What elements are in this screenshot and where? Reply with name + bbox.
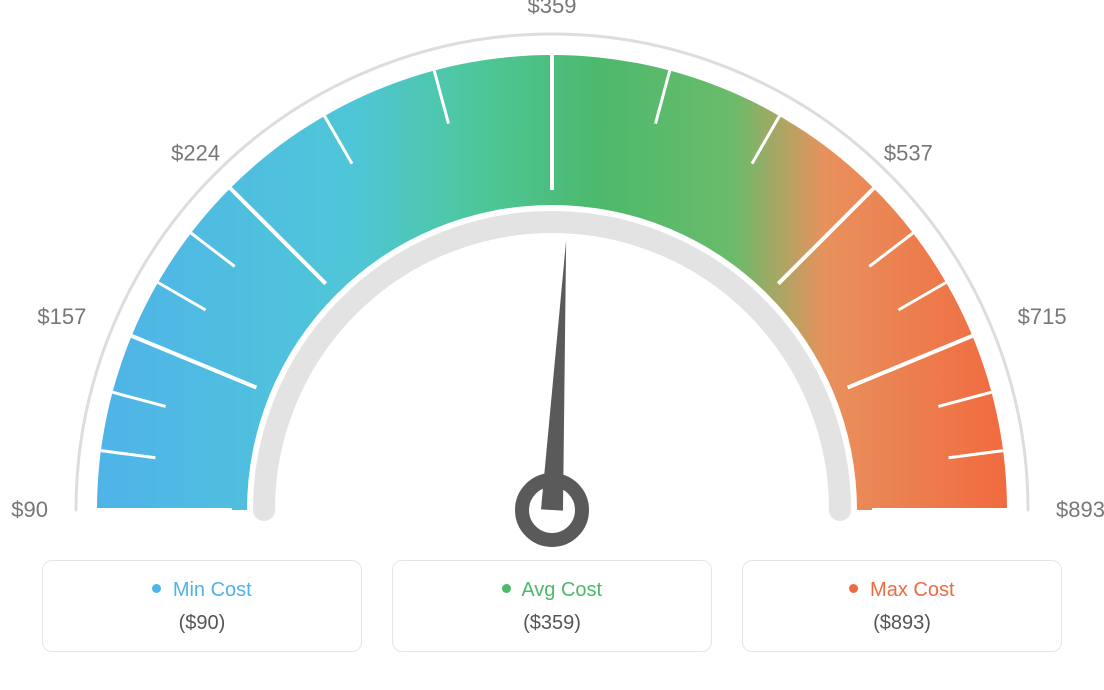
svg-text:$157: $157 bbox=[37, 304, 86, 329]
svg-text:$90: $90 bbox=[11, 497, 48, 522]
svg-text:$893: $893 bbox=[1056, 497, 1104, 522]
gauge-chart: $90 $157 $224 $359 $537 $715 $893 bbox=[0, 0, 1104, 560]
svg-text:$537: $537 bbox=[884, 141, 933, 166]
legend-title-max: Max Cost bbox=[743, 579, 1061, 602]
dot-icon bbox=[849, 584, 858, 593]
legend-title-min: Min Cost bbox=[43, 579, 361, 602]
legend-value-min: ($90) bbox=[43, 612, 361, 635]
legend-card-min: Min Cost ($90) bbox=[42, 560, 362, 652]
svg-text:$715: $715 bbox=[1018, 304, 1067, 329]
legend-label: Max Cost bbox=[870, 579, 954, 601]
legend-card-avg: Avg Cost ($359) bbox=[392, 560, 712, 652]
svg-text:$359: $359 bbox=[528, 0, 577, 18]
legend-value-max: ($893) bbox=[743, 612, 1061, 635]
legend-label: Avg Cost bbox=[521, 579, 602, 601]
legend-card-max: Max Cost ($893) bbox=[742, 560, 1062, 652]
legend-value-avg: ($359) bbox=[393, 612, 711, 635]
legend-title-avg: Avg Cost bbox=[393, 579, 711, 602]
dot-icon bbox=[502, 584, 511, 593]
legend-row: Min Cost ($90) Avg Cost ($359) Max Cost … bbox=[0, 560, 1104, 652]
svg-text:$224: $224 bbox=[171, 141, 220, 166]
dot-icon bbox=[152, 584, 161, 593]
legend-label: Min Cost bbox=[173, 579, 252, 601]
